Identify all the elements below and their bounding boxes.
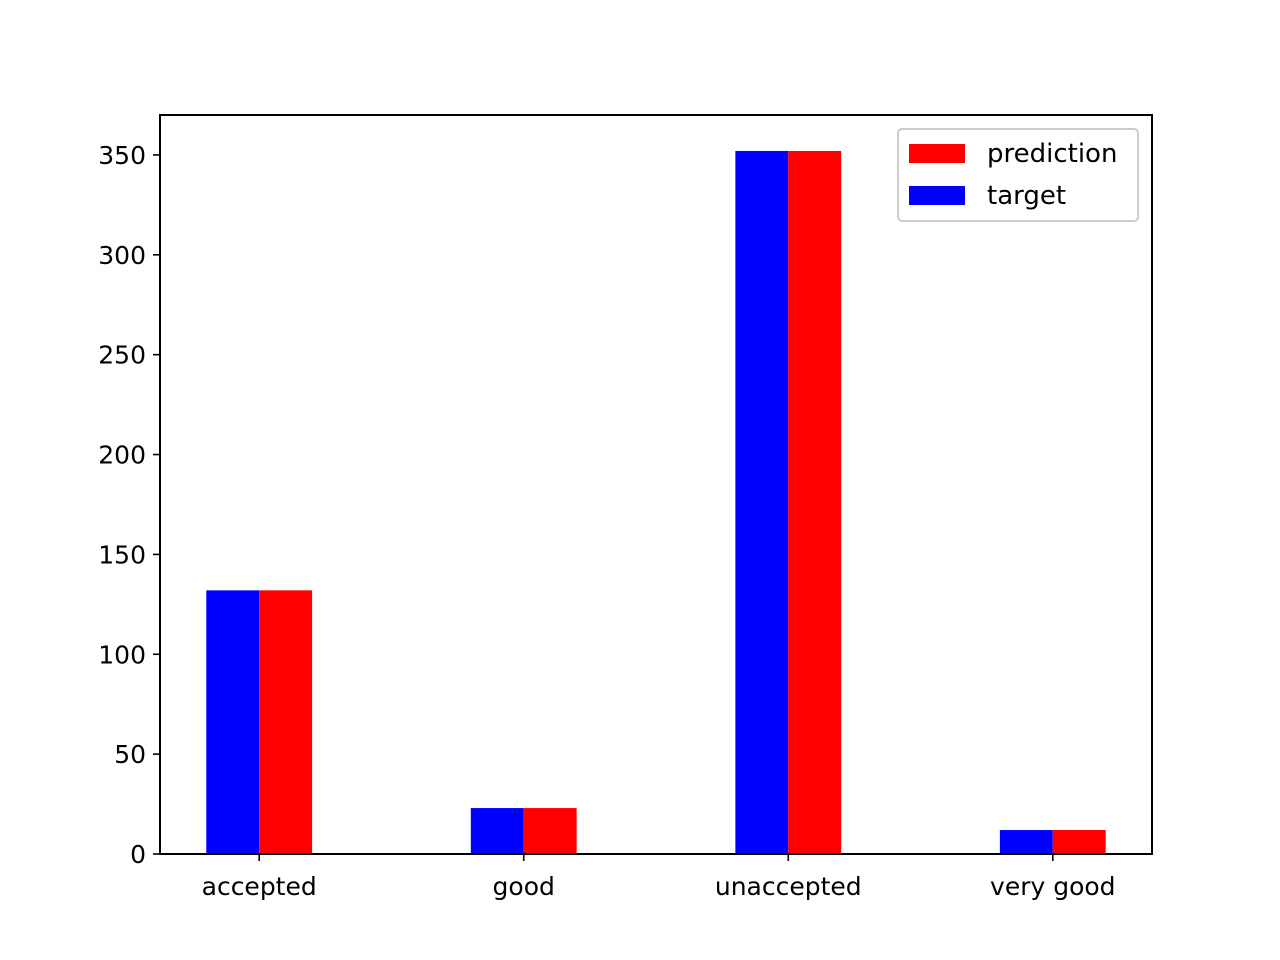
bar-prediction-accepted: [259, 590, 313, 854]
bars-layer: [206, 150, 1106, 854]
x-tick-label: accepted: [202, 872, 317, 901]
bar-target-accepted: [206, 590, 260, 854]
plot-frame: [159, 114, 1153, 855]
bar-prediction-unaccepted: [788, 150, 842, 854]
bar-target-good: [470, 808, 524, 854]
bar-prediction-good: [523, 808, 577, 854]
y-tick-label: 200: [98, 441, 146, 470]
y-tick-label: 350: [98, 141, 146, 170]
y-tick-label: 50: [114, 740, 146, 769]
x-tick-label: good: [493, 872, 555, 901]
y-axis: 0 50 100 150 200 250 300 350: [98, 141, 160, 869]
legend-swatch-target: [909, 186, 965, 205]
x-tick-label: very good: [990, 872, 1116, 901]
bar-prediction-very-good: [1052, 830, 1106, 854]
bar-target-unaccepted: [735, 150, 789, 854]
y-tick-label: 0: [130, 840, 146, 869]
legend: prediction target: [897, 128, 1139, 222]
y-tick-label: 100: [98, 640, 146, 669]
legend-swatch-prediction: [909, 144, 965, 163]
legend-label-prediction: prediction: [987, 139, 1117, 169]
x-tick-label: unaccepted: [715, 872, 862, 901]
y-tick-label: 250: [98, 341, 146, 370]
legend-label-target: target: [987, 181, 1066, 211]
y-tick-label: 300: [98, 241, 146, 270]
y-tick-label: 150: [98, 540, 146, 569]
bar-target-very-good: [999, 830, 1053, 854]
x-axis: accepted good unaccepted very good: [202, 854, 1116, 901]
